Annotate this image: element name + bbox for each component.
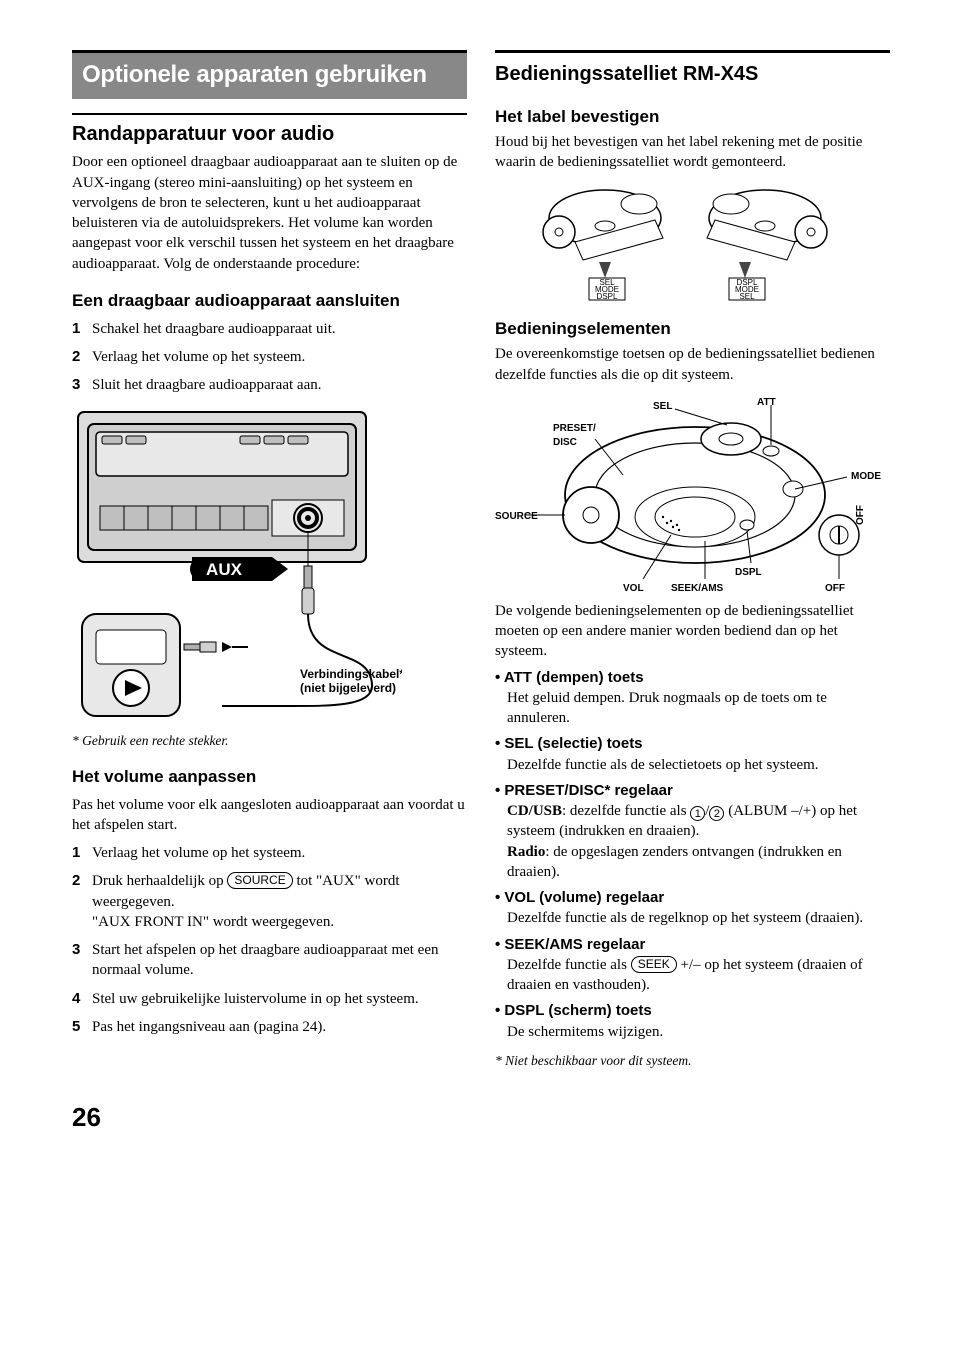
step: Start het afspelen op het draagbare audi… — [92, 940, 467, 981]
footnote-niet: * Niet beschikbaar voor dit systeem. — [495, 1052, 890, 1070]
steps-volume: 1Verlaag het volume op het systeem. 2 Dr… — [72, 843, 467, 1037]
step: Sluit het draagbare audioapparaat aan. — [92, 375, 467, 395]
steps-connect: 1Schakel het draagbare audioapparaat uit… — [72, 319, 467, 396]
controller-diagram: SEL ATT PRESET/ DISC MODE SOURCE DSPL VO… — [495, 395, 890, 595]
svg-text:Verbindingskabel*: Verbindingskabel* — [300, 667, 402, 681]
bullet-preset: PRESET/DISC* regelaar — [495, 782, 673, 799]
controls-list: ATT (dempen) toets Het geluid dempen. Dr… — [495, 668, 890, 1042]
label-mount-illustration: SEL MODE DSPL DSPL MODE SEL — [535, 182, 890, 302]
bullet-dspl: DSPL (scherm) toets — [495, 1002, 652, 1019]
svg-text:SOURCE: SOURCE — [495, 511, 538, 522]
svg-text:MODE: MODE — [851, 471, 881, 482]
aux-illustration: AUX — [72, 406, 467, 726]
following-paragraph: De volgende bedieningselementen op de be… — [495, 601, 890, 662]
step: Druk herhaaldelijk op SOURCE tot "AUX" w… — [92, 871, 467, 932]
footnote-stekker: * Gebruik een rechte stekker. — [72, 732, 467, 750]
bullet-body: Dezelfde functie als de regelknop op het… — [507, 908, 890, 928]
svg-text:(niet bijgeleverd): (niet bijgeleverd) — [300, 681, 396, 695]
divider — [72, 113, 467, 115]
svg-text:DISC: DISC — [553, 437, 577, 448]
svg-text:AUX: AUX — [206, 560, 243, 579]
bullet-vol: VOL (volume) regelaar — [495, 889, 664, 906]
divider — [495, 50, 890, 53]
svg-text:SEL: SEL — [739, 292, 755, 301]
step: Schakel het draagbare audioapparaat uit. — [92, 319, 467, 339]
bullet-seek: SEEK/AMS regelaar — [495, 936, 645, 953]
step: Stel uw gebruikelijke luistervolume in o… — [92, 989, 467, 1009]
seek-button-label: SEEK — [631, 956, 677, 973]
svg-text:DSPL: DSPL — [735, 567, 762, 578]
section-banner: Optionele apparaten gebruiken — [72, 50, 467, 99]
svg-text:PRESET/: PRESET/ — [553, 423, 596, 434]
step: Verlaag het volume op het systeem. — [92, 843, 467, 863]
heading-label: Het label bevestigen — [495, 106, 890, 129]
bullet-body: De schermitems wijzigen. — [507, 1022, 890, 1042]
bullet-body: Het geluid dempen. Druk nogmaals op de t… — [507, 688, 890, 729]
elementen-paragraph: De overeenkomstige toetsen op de bedieni… — [495, 344, 890, 385]
svg-text:VOL: VOL — [623, 583, 644, 594]
right-column: Bedieningssatelliet RM-X4S Het label bev… — [495, 50, 890, 1070]
step: Verlaag het volume op het systeem. — [92, 347, 467, 367]
heading-satelliet: Bedieningssatelliet RM-X4S — [495, 61, 890, 88]
svg-text:SEL: SEL — [653, 401, 672, 412]
step: Pas het ingangsniveau aan (pagina 24). — [92, 1017, 467, 1037]
left-column: Optionele apparaten gebruiken Randappara… — [72, 50, 467, 1070]
intro-paragraph: Door een optioneel draagbaar audioappara… — [72, 152, 467, 274]
svg-text:OFF: OFF — [855, 505, 866, 525]
heading-aansluiten: Een draagbaar audioapparaat aansluiten — [72, 290, 467, 313]
volume-intro: Pas het volume voor elk aangesloten audi… — [72, 795, 467, 836]
bullet-sel: SEL (selectie) toets — [495, 735, 643, 752]
bullet-body: Dezelfde functie als de selectietoets op… — [507, 755, 890, 775]
page-number: 26 — [72, 1100, 892, 1135]
heading-elementen: Bedieningselementen — [495, 318, 890, 341]
heading-randapparatuur: Randapparatuur voor audio — [72, 121, 467, 148]
bullet-body: CD/USB: dezelfde functie als 1/2 (ALBUM … — [507, 801, 890, 882]
bullet-att: ATT (dempen) toets — [495, 669, 644, 686]
heading-volume: Het volume aanpassen — [72, 766, 467, 789]
svg-text:OFF: OFF — [825, 583, 845, 594]
svg-text:DSPL: DSPL — [597, 292, 618, 301]
source-button-label: SOURCE — [227, 872, 292, 889]
svg-text:ATT: ATT — [757, 397, 776, 408]
svg-text:SEEK/AMS: SEEK/AMS — [671, 583, 724, 594]
bullet-body: Dezelfde functie als SEEK +/– op het sys… — [507, 955, 890, 996]
label-paragraph: Houd bij het bevestigen van het label re… — [495, 132, 890, 173]
